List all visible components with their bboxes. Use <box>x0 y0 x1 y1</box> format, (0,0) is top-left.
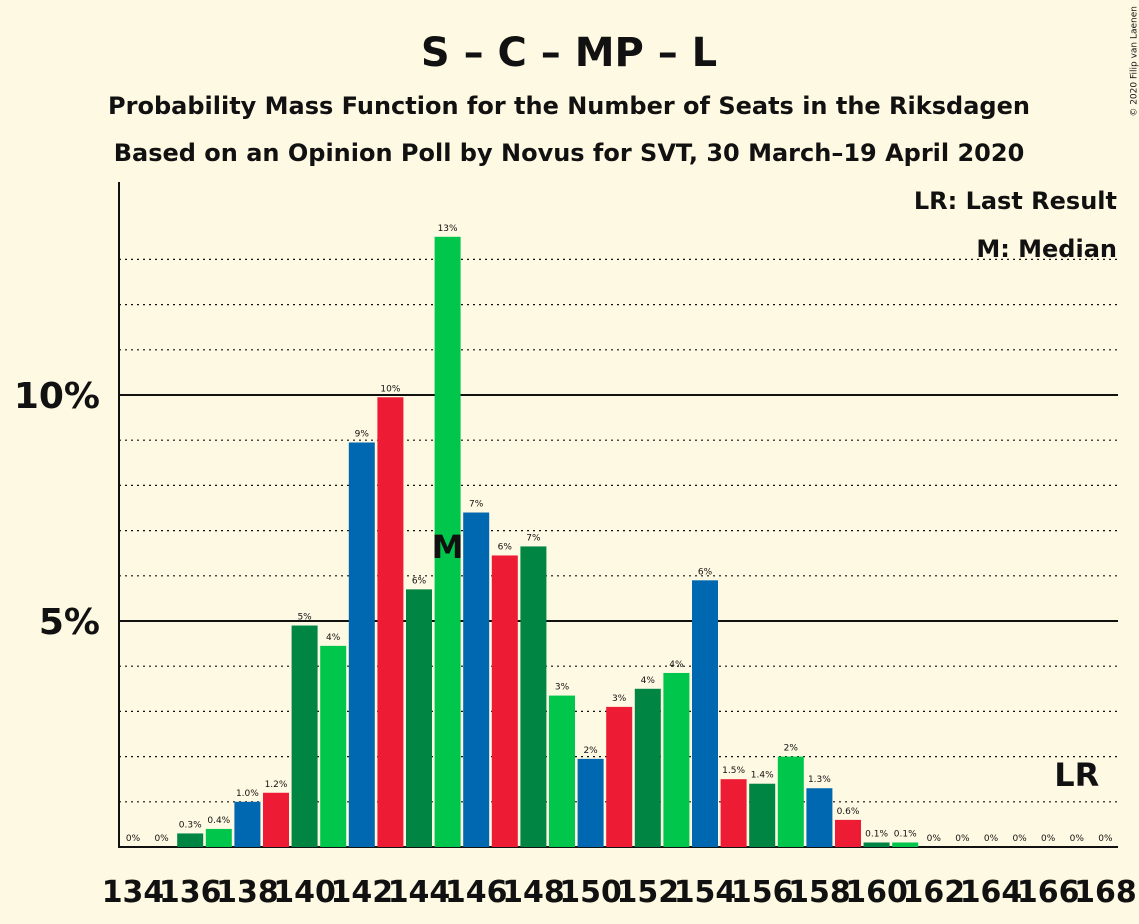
x-tick-label: 140 <box>273 875 336 910</box>
data-label-155: 1.5% <box>722 766 745 776</box>
bar-138 <box>234 801 261 847</box>
x-tick-label: 142 <box>330 875 393 910</box>
x-tick-label: 150 <box>559 875 622 910</box>
bar-155 <box>720 779 747 847</box>
data-label-158: 1.3% <box>808 775 831 785</box>
bar-145 <box>434 236 461 848</box>
y-tick-label: 5% <box>39 602 100 643</box>
bar-139 <box>263 792 289 847</box>
bar-154 <box>692 580 718 847</box>
bar-143 <box>377 397 404 847</box>
bar-146 <box>463 512 490 847</box>
bar-150 <box>577 758 604 847</box>
x-tick-label: 148 <box>502 875 565 910</box>
x-tick-label: 160 <box>845 875 908 910</box>
data-label-153: 4% <box>669 660 684 670</box>
data-label-167: 0% <box>1070 834 1085 844</box>
data-label-160: 0.1% <box>865 829 888 839</box>
x-tick-label: 154 <box>674 875 737 910</box>
data-label-164: 0% <box>984 834 999 844</box>
data-label-151: 3% <box>612 694 627 704</box>
data-label-134: 0% <box>126 834 141 844</box>
x-tick-label: 152 <box>616 875 679 910</box>
data-label-159: 0.6% <box>837 807 860 817</box>
data-label-139: 1.2% <box>265 780 288 790</box>
bar-159 <box>835 819 861 847</box>
data-label-144: 6% <box>412 576 427 586</box>
bar-158 <box>806 788 833 847</box>
x-tick-label: 138 <box>216 875 279 910</box>
data-label-166: 0% <box>1041 834 1056 844</box>
data-label-136: 0.3% <box>179 820 202 830</box>
data-label-140: 5% <box>297 613 312 623</box>
x-axis-ticks: 1341361381401421441461481501521541561581… <box>102 875 1137 910</box>
bar-157 <box>777 756 804 847</box>
data-label-141: 4% <box>326 633 341 643</box>
median-marker: M <box>432 528 464 566</box>
chart-subtitle-1: Probability Mass Function for the Number… <box>108 92 1030 120</box>
data-label-162: 0% <box>927 834 942 844</box>
x-tick-label: 146 <box>445 875 508 910</box>
data-label-137: 0.4% <box>207 816 230 826</box>
x-tick-label: 168 <box>1074 875 1137 910</box>
data-label-148: 7% <box>526 533 541 543</box>
x-tick-label: 158 <box>788 875 851 910</box>
bar-153 <box>663 672 690 847</box>
bar-160 <box>863 842 890 847</box>
bar-151 <box>606 706 633 847</box>
data-label-154: 6% <box>698 567 713 577</box>
bar-152 <box>634 688 661 847</box>
y-tick-label: 10% <box>14 376 100 417</box>
data-label-149: 3% <box>555 683 570 693</box>
data-label-138: 1.0% <box>236 789 259 799</box>
data-labels: 0% 0% 0.3% 0.4% 1.0% 1.2% 5% 4% 9% 10% 6% 13% 7% 6% 7%… <box>126 224 1113 844</box>
x-tick-label: 144 <box>388 875 451 910</box>
bars <box>177 236 919 848</box>
bar-144 <box>406 589 432 847</box>
x-tick-label: 156 <box>731 875 794 910</box>
bar-161 <box>892 842 919 847</box>
data-label-145: 13% <box>438 224 458 234</box>
data-label-143: 10% <box>380 384 400 394</box>
bar-156 <box>749 783 776 847</box>
legend-median: M: Median <box>976 235 1117 263</box>
bar-140 <box>291 625 318 847</box>
data-label-147: 6% <box>498 542 513 552</box>
data-label-156: 1.4% <box>751 771 774 781</box>
bar-142 <box>348 442 375 847</box>
data-label-161: 0.1% <box>894 829 917 839</box>
data-label-157: 2% <box>784 744 799 754</box>
data-label-165: 0% <box>1012 834 1027 844</box>
bar-149 <box>549 695 575 847</box>
data-label-163: 0% <box>955 834 970 844</box>
x-tick-label: 134 <box>102 875 165 910</box>
x-tick-label: 164 <box>960 875 1023 910</box>
data-label-142: 9% <box>355 429 370 439</box>
bar-148 <box>520 546 547 847</box>
bar-147 <box>491 555 518 847</box>
x-tick-label: 136 <box>159 875 222 910</box>
chart-title: S – C – MP – L <box>421 30 717 76</box>
chart-subtitle-2: Based on an Opinion Poll by Novus for SV… <box>114 139 1025 167</box>
legend-last-result: LR: Last Result <box>914 187 1117 215</box>
data-label-150: 2% <box>583 746 598 756</box>
bar-141 <box>320 645 347 847</box>
data-label-146: 7% <box>469 500 484 510</box>
x-tick-label: 162 <box>902 875 965 910</box>
bar-136 <box>177 833 204 847</box>
last-result-marker: LR <box>1054 756 1099 794</box>
y-axis-ticks: 5% 10% <box>14 376 100 643</box>
data-label-152: 4% <box>641 676 656 686</box>
data-label-168: 0% <box>1098 834 1113 844</box>
copyright-notice: © 2020 Filip van Laenen <box>1130 6 1139 117</box>
x-tick-label: 166 <box>1017 875 1080 910</box>
bar-137 <box>205 828 232 847</box>
data-label-135: 0% <box>154 834 169 844</box>
